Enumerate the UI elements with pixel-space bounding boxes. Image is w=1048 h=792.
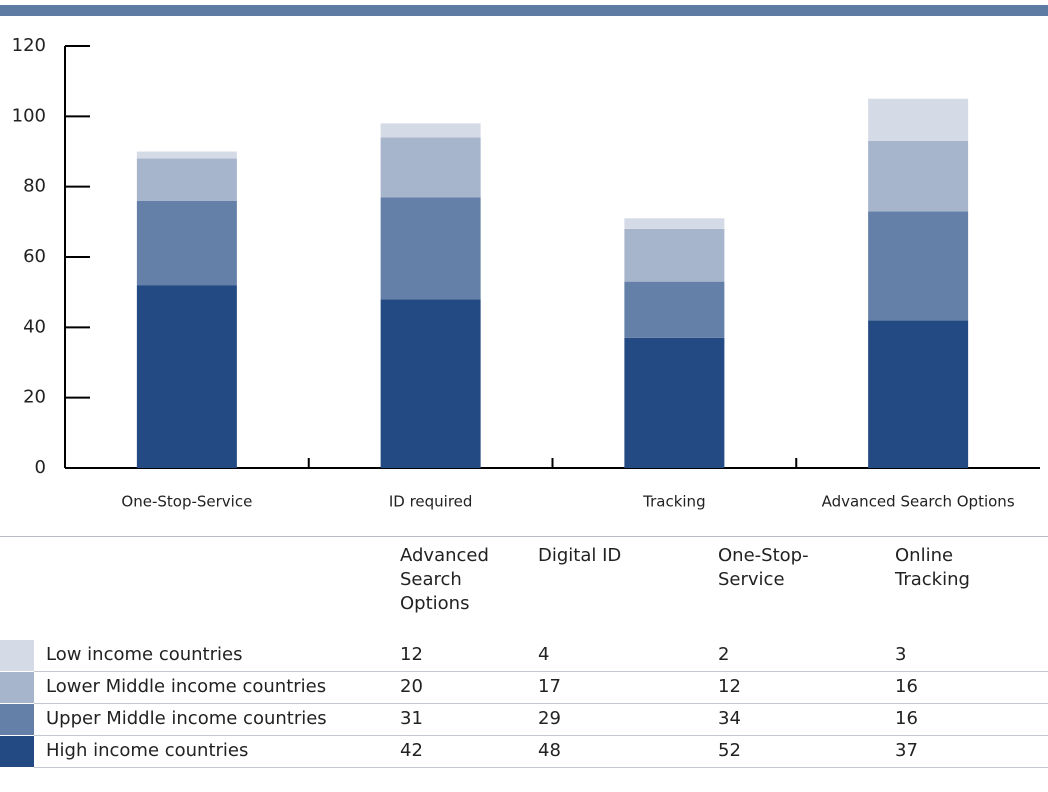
table-cell: 2: [718, 644, 730, 665]
bar-segment: [868, 320, 969, 468]
y-tick-label: 100: [12, 105, 46, 126]
legend-swatch: [0, 736, 34, 767]
table-cell: 12: [400, 644, 423, 665]
table-cell: 16: [895, 708, 918, 729]
bar-segment: [624, 228, 725, 282]
row-line: [34, 767, 1048, 768]
row-label: Upper Middle income countries: [46, 708, 327, 729]
y-tick-label: 80: [23, 176, 46, 197]
table-cell: 17: [538, 676, 561, 697]
column-header: Online Tracking: [895, 545, 970, 590]
bar-segment: [136, 151, 237, 159]
table-cell: 31: [400, 708, 423, 729]
row-line: [34, 735, 1048, 736]
bar-segment: [624, 281, 725, 338]
table-row: Low income countries 12 4 2 3: [0, 640, 1048, 672]
table-cell: 42: [400, 740, 423, 761]
table-cell: 20: [400, 676, 423, 697]
y-tick-label: 120: [12, 35, 46, 56]
row-line: [34, 703, 1048, 704]
top-band: [0, 5, 1048, 16]
table-cell: 48: [538, 740, 561, 761]
table-row: High income countries 42 48 52 37: [0, 736, 1048, 768]
bar-segment: [380, 123, 481, 138]
column-header: One-Stop-Service: [718, 545, 809, 590]
bar-segment: [136, 285, 237, 468]
column-header: Digital ID: [538, 545, 622, 566]
table-cell: 12: [718, 676, 741, 697]
bar-segment: [380, 137, 481, 198]
bar-segment: [868, 211, 969, 321]
column-header: Advanced Search Options: [400, 545, 489, 614]
bar-segment: [380, 197, 481, 300]
table-cell: 34: [718, 708, 741, 729]
x-tick-label: One-Stop-Service: [121, 493, 252, 511]
table-cell: 29: [538, 708, 561, 729]
bar-segment: [624, 218, 725, 229]
bar-segment: [136, 200, 237, 286]
y-tick-label: 60: [23, 246, 46, 267]
row-label: High income countries: [46, 740, 249, 761]
y-tick-label: 20: [23, 387, 46, 408]
chart: 0 20 40 60 80 100 120 One-Stop-Service ID requir…: [12, 35, 1040, 511]
x-tick-label: Tracking: [642, 493, 705, 511]
bar-segment: [624, 337, 725, 468]
legend-swatch: [0, 640, 34, 671]
bar-segment: [868, 98, 969, 141]
y-tick-label: 0: [35, 457, 46, 478]
table-cell: 3: [895, 644, 907, 665]
row-label: Lower Middle income countries: [46, 676, 327, 697]
x-tick-label: ID required: [389, 493, 473, 511]
x-tick-label: Advanced Search Options: [822, 493, 1015, 511]
table-cell: 4: [538, 644, 550, 665]
bar-segment: [868, 140, 969, 212]
table-row: Lower Middle income countries 20 17 12 16: [0, 672, 1048, 704]
table-row: Upper Middle income countries 31 29 34 16: [0, 704, 1048, 736]
row-label: Low income countries: [46, 644, 243, 665]
y-tick-label: 40: [23, 316, 46, 337]
legend-swatch: [0, 704, 34, 735]
table-top-line: [0, 536, 1048, 537]
legend-swatch: [0, 672, 34, 703]
table-cell: 16: [895, 676, 918, 697]
bar-segment: [136, 158, 237, 201]
bar-segment: [380, 299, 481, 468]
row-line: [34, 671, 1048, 672]
table-cell: 52: [718, 740, 741, 761]
table-cell: 37: [895, 740, 918, 761]
